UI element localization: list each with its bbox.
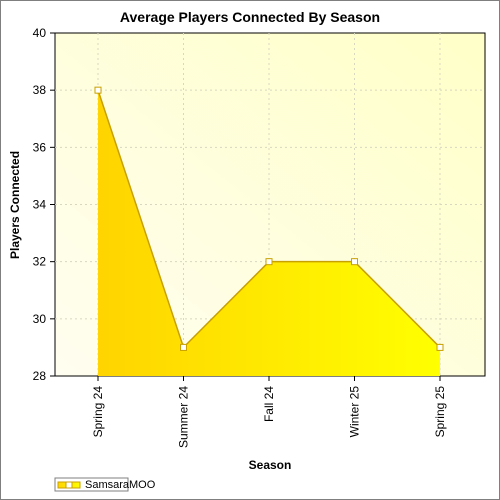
data-point (180, 343, 187, 351)
y-tick-label: 40 (33, 26, 47, 40)
legend-marker-icon (65, 481, 73, 489)
y-axis: 28 30 32 34 36 38 40 (33, 26, 55, 383)
x-tick-label: Summer 24 (177, 386, 191, 448)
x-axis-label: Season (249, 458, 292, 472)
data-markers (94, 86, 444, 351)
x-tick-label: Spring 25 (433, 386, 447, 438)
y-axis-label: Players Connected (8, 151, 22, 259)
series-area (98, 90, 440, 377)
y-tick-label: 38 (33, 83, 47, 97)
y-tick-label: 30 (33, 312, 47, 326)
legend: SamsaraMOO (54, 477, 156, 492)
y-tick-label: 32 (33, 255, 47, 269)
y-tick-label: 36 (33, 140, 47, 154)
data-point (265, 258, 273, 266)
x-tick-label: Winter 25 (348, 386, 362, 438)
data-point (351, 258, 358, 266)
x-axis: Spring 24 Summer 24 Fall 24 Winter 25 Spring… (91, 376, 447, 448)
legend-series-name: SamsaraMOO (85, 479, 156, 491)
y-tick-label: 34 (33, 198, 47, 212)
y-tick-label: 28 (33, 369, 47, 383)
data-point (436, 343, 444, 351)
data-point (94, 86, 102, 94)
x-tick-label: Fall 24 (262, 386, 276, 422)
chart-title: Average Players Connected By Season (120, 9, 380, 25)
x-tick-label: Spring 24 (91, 386, 105, 438)
